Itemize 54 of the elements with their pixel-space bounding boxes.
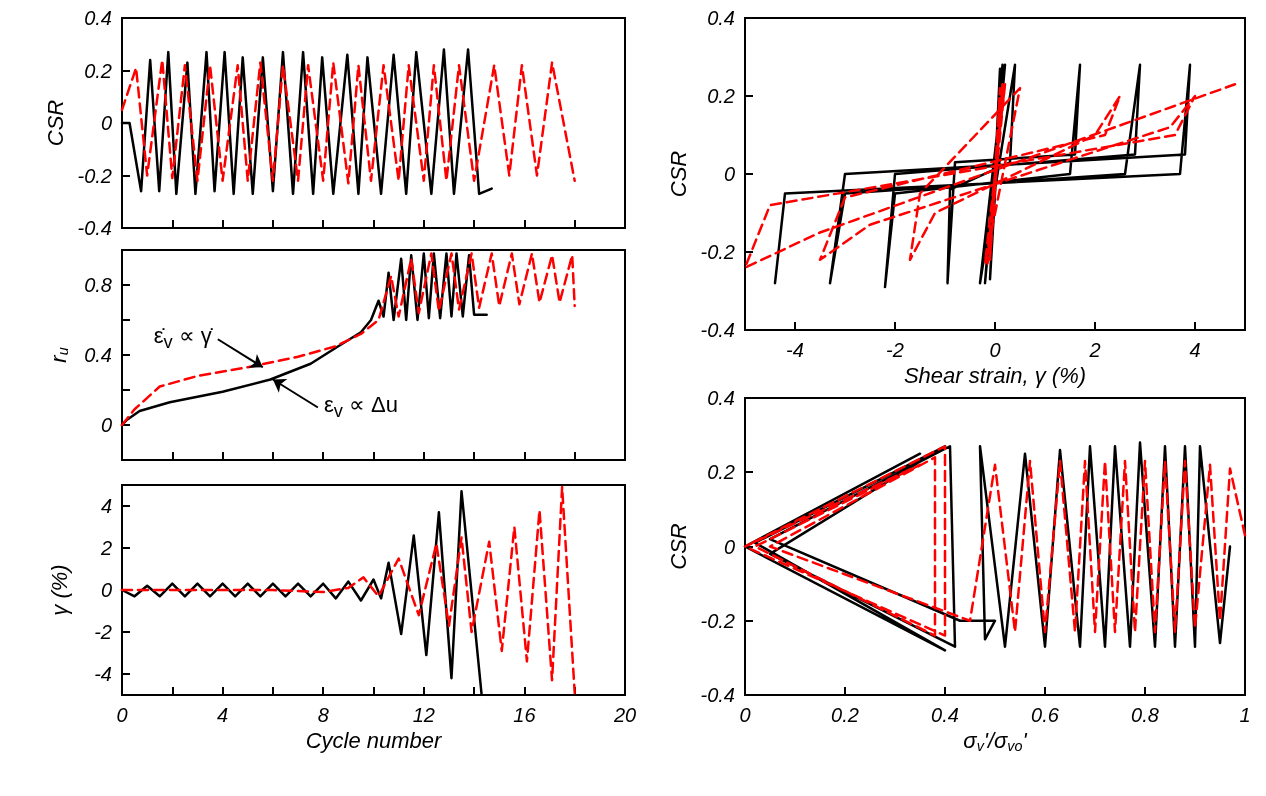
y-tick-label: 0.2 — [84, 59, 112, 82]
y-tick-label: 2 — [99, 537, 112, 559]
line-series — [120, 485, 576, 695]
x-tick-label: 0 — [989, 339, 1001, 361]
y-tick-label: 0.4 — [707, 7, 735, 29]
line-series — [120, 490, 483, 697]
y-tick-label: -0.2 — [77, 164, 112, 187]
y-tick-label: 0 — [100, 112, 112, 134]
x-tick-label: 2 — [1088, 339, 1101, 361]
y-tick-label: 0.4 — [707, 387, 735, 409]
x-tick-label: 16 — [513, 704, 537, 726]
y-tick-label: -4 — [94, 663, 112, 685]
x-tick-label: 1 — [1239, 704, 1251, 726]
y-tick-label: 0 — [723, 163, 735, 185]
y-tick-label: -2 — [94, 621, 112, 643]
y-tick-label: 0.4 — [84, 7, 112, 29]
y-tick-label: 4 — [100, 495, 112, 517]
y-tick-label: 0.2 — [707, 85, 735, 107]
x-tick-label: 12 — [412, 704, 435, 726]
x-axis-title: σv'/σvo' — [963, 728, 1028, 754]
y-axis-title: ru — [45, 347, 71, 363]
y-tick-label: -0.2 — [700, 609, 735, 632]
x-tick-label: 4 — [1189, 339, 1201, 361]
y-tick-label: -0.4 — [77, 217, 112, 239]
x-tick-label: -2 — [886, 339, 904, 361]
y-axis-title: γ (%) — [46, 564, 72, 616]
x-tick-label: -4 — [786, 339, 804, 361]
y-tick-label: -0.4 — [700, 684, 735, 706]
x-tick-label: 0 — [116, 704, 128, 726]
line-series — [120, 58, 576, 185]
y-tick-label: -0.4 — [700, 319, 735, 341]
y-tick-label: 0.2 — [707, 461, 735, 484]
x-tick-label: 0 — [739, 704, 751, 726]
x-tick-label: 0.6 — [1031, 704, 1060, 726]
y-tick-label: 0.8 — [84, 274, 112, 296]
x-tick-label: 0.8 — [1131, 704, 1159, 726]
y-axis-title: CSR — [666, 523, 692, 570]
x-tick-label: 8 — [317, 704, 329, 726]
annotation: ε̇$_{v}$ ∝ γ̇ — [153, 323, 212, 355]
x-tick-label: 20 — [612, 704, 637, 726]
x-axis-title: Shear strain, γ (%) — [903, 363, 1087, 389]
y-tick-label: 0 — [100, 579, 112, 601]
y-tick-label: -0.2 — [700, 241, 735, 263]
x-axis-title: Cycle number — [305, 728, 444, 754]
x-tick-label: 0.2 — [831, 704, 859, 726]
line-series — [120, 252, 576, 427]
y-axis-title: CSR — [43, 99, 69, 147]
y-axis-title: CSR — [666, 150, 692, 198]
y-tick-label: 0 — [723, 535, 735, 558]
y-tick-label: 0 — [100, 414, 112, 436]
annotation: ε$_{v}$ ∝ Δu — [323, 391, 399, 423]
x-tick-label: 4 — [217, 704, 229, 726]
x-tick-label: 0.4 — [931, 704, 959, 726]
line-series — [743, 83, 1237, 269]
